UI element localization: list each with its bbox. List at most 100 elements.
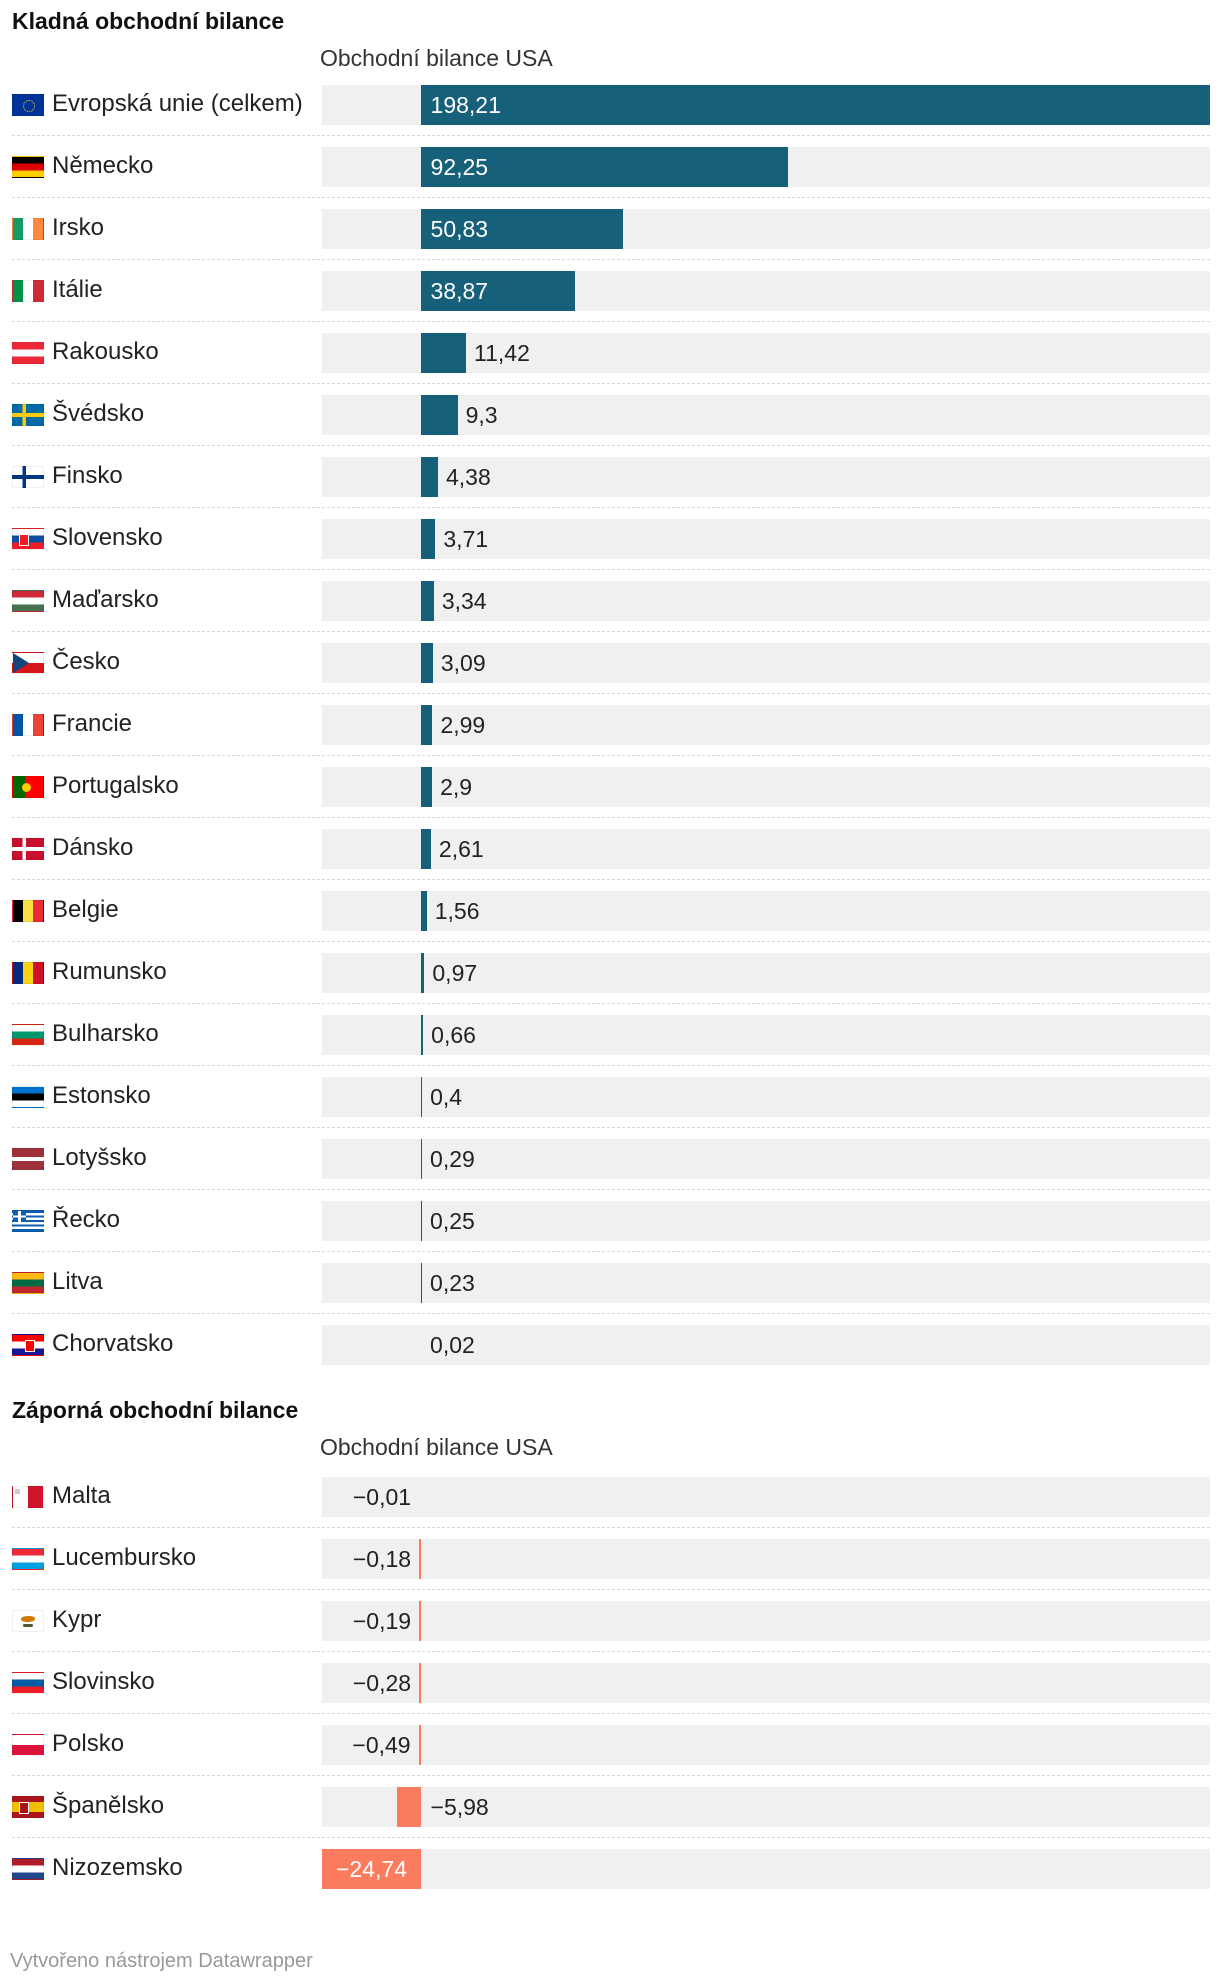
bar[interactable] <box>421 1325 423 1365</box>
country-label: Německo <box>52 152 154 179</box>
bar[interactable] <box>420 891 427 931</box>
bar[interactable] <box>419 1539 421 1579</box>
bar[interactable] <box>420 953 425 993</box>
bar[interactable] <box>420 1077 423 1117</box>
bar[interactable] <box>419 1663 421 1703</box>
chart-row: Slovensko 3,71 <box>0 517 1220 579</box>
bar[interactable] <box>418 1725 421 1765</box>
country-label: Rumunsko <box>52 958 167 985</box>
value-label: 0,25 <box>430 1208 475 1234</box>
bar-background <box>322 1725 1210 1765</box>
bar[interactable] <box>420 1263 423 1303</box>
row-separator <box>12 631 1210 632</box>
bar-background <box>322 767 1210 807</box>
flag-icon-mt <box>12 1486 44 1508</box>
row-separator <box>12 1651 1210 1652</box>
column-header-positive: Obchodní bilance USA <box>320 45 553 71</box>
chart-row: Evropská unie (celkem) 198,21 <box>0 83 1220 145</box>
value-label: 3,71 <box>443 526 489 552</box>
value-label: 0,97 <box>432 960 478 986</box>
bar[interactable] <box>322 1849 421 1889</box>
bar-background <box>322 519 1210 559</box>
bar[interactable] <box>420 147 788 187</box>
flag-icon-cy <box>12 1610 44 1632</box>
bar[interactable] <box>420 1015 424 1055</box>
footer-credit[interactable]: Vytvořeno nástrojem Datawrapper <box>10 1950 313 1972</box>
bar-background <box>322 1601 1210 1641</box>
section-title-negative: Záporná obchodní bilance <box>12 1397 299 1423</box>
chart-row: Dánsko 2,61 <box>0 827 1220 889</box>
chart-row: Chorvatsko 0,02 <box>0 1323 1220 1385</box>
row-separator <box>12 1713 1210 1714</box>
value-label: 2,61 <box>438 836 484 862</box>
country-label: Rakousko <box>52 338 159 365</box>
bar-background <box>322 1015 1210 1055</box>
value-label: 0,4 <box>430 1084 463 1110</box>
row-separator <box>12 445 1210 446</box>
row-separator <box>12 693 1210 694</box>
bar[interactable] <box>420 85 1210 125</box>
value-label: −0,19 <box>352 1608 412 1634</box>
bar[interactable] <box>420 519 436 559</box>
bar-background <box>322 457 1210 497</box>
value-label: 198,21 <box>430 92 501 118</box>
bar[interactable] <box>419 1477 421 1517</box>
bar[interactable] <box>420 643 433 683</box>
row-separator <box>12 1313 1210 1314</box>
flag-icon-se <box>12 404 44 426</box>
chart-row: Francie 2,99 <box>0 703 1220 765</box>
chart-row: Švédsko 9,3 <box>0 393 1220 455</box>
flag-icon-eu <box>12 94 44 116</box>
value-label: 9,3 <box>465 402 498 428</box>
chart-row: Lotyšsko 0,29 <box>0 1137 1220 1199</box>
bar[interactable] <box>420 581 434 621</box>
chart-row: Irsko 50,83 <box>0 207 1220 269</box>
bar[interactable] <box>420 705 433 745</box>
chart-row: Malta −0,01 <box>0 1475 1220 1537</box>
bar-background <box>322 1201 1210 1241</box>
bar[interactable] <box>420 395 458 435</box>
country-label: Španělsko <box>52 1792 165 1819</box>
row-separator <box>12 383 1210 384</box>
value-label: 2,99 <box>440 712 486 738</box>
chart-row: Portugalsko 2,9 <box>0 765 1220 827</box>
country-label: Evropská unie (celkem) <box>52 90 303 117</box>
country-label: Francie <box>52 710 133 737</box>
bar-background <box>322 395 1210 435</box>
chart-row: Nizozemsko −24,74 <box>0 1847 1220 1909</box>
bar[interactable] <box>420 767 433 807</box>
value-label: 38,87 <box>430 278 489 304</box>
bar[interactable] <box>420 1201 423 1241</box>
bar-background <box>322 705 1210 745</box>
flag-icon-it <box>12 280 44 302</box>
chart-row: Rumunsko 0,97 <box>0 951 1220 1013</box>
chart-row: Německo 92,25 <box>0 145 1220 207</box>
row-separator <box>12 1003 1210 1004</box>
flag-icon-ee <box>12 1086 44 1108</box>
row-separator <box>12 941 1210 942</box>
country-label: Česko <box>52 648 121 675</box>
bar[interactable] <box>420 209 623 249</box>
bar[interactable] <box>420 1139 423 1179</box>
bar-background <box>322 1787 1210 1827</box>
bar[interactable] <box>420 457 438 497</box>
bar[interactable] <box>396 1787 421 1827</box>
value-label: 0,29 <box>430 1146 475 1172</box>
bar[interactable] <box>420 829 431 869</box>
bar[interactable] <box>420 271 576 311</box>
bar[interactable] <box>420 333 467 373</box>
country-label: Itálie <box>52 276 103 303</box>
flag-icon-lt <box>12 1272 44 1294</box>
flag-icon-pt <box>12 776 44 798</box>
flag-icon-dk <box>12 838 44 860</box>
country-label: Dánsko <box>52 834 134 861</box>
bar-background <box>322 1539 1210 1579</box>
row-separator <box>12 259 1210 260</box>
bar[interactable] <box>419 1601 421 1641</box>
value-label: −0,28 <box>352 1670 412 1696</box>
value-label: 0,02 <box>430 1332 475 1358</box>
flag-icon-si <box>12 1672 44 1694</box>
bar-background <box>322 1663 1210 1703</box>
bar-background <box>322 581 1210 621</box>
chart-row: Lucembursko −0,18 <box>0 1537 1220 1599</box>
